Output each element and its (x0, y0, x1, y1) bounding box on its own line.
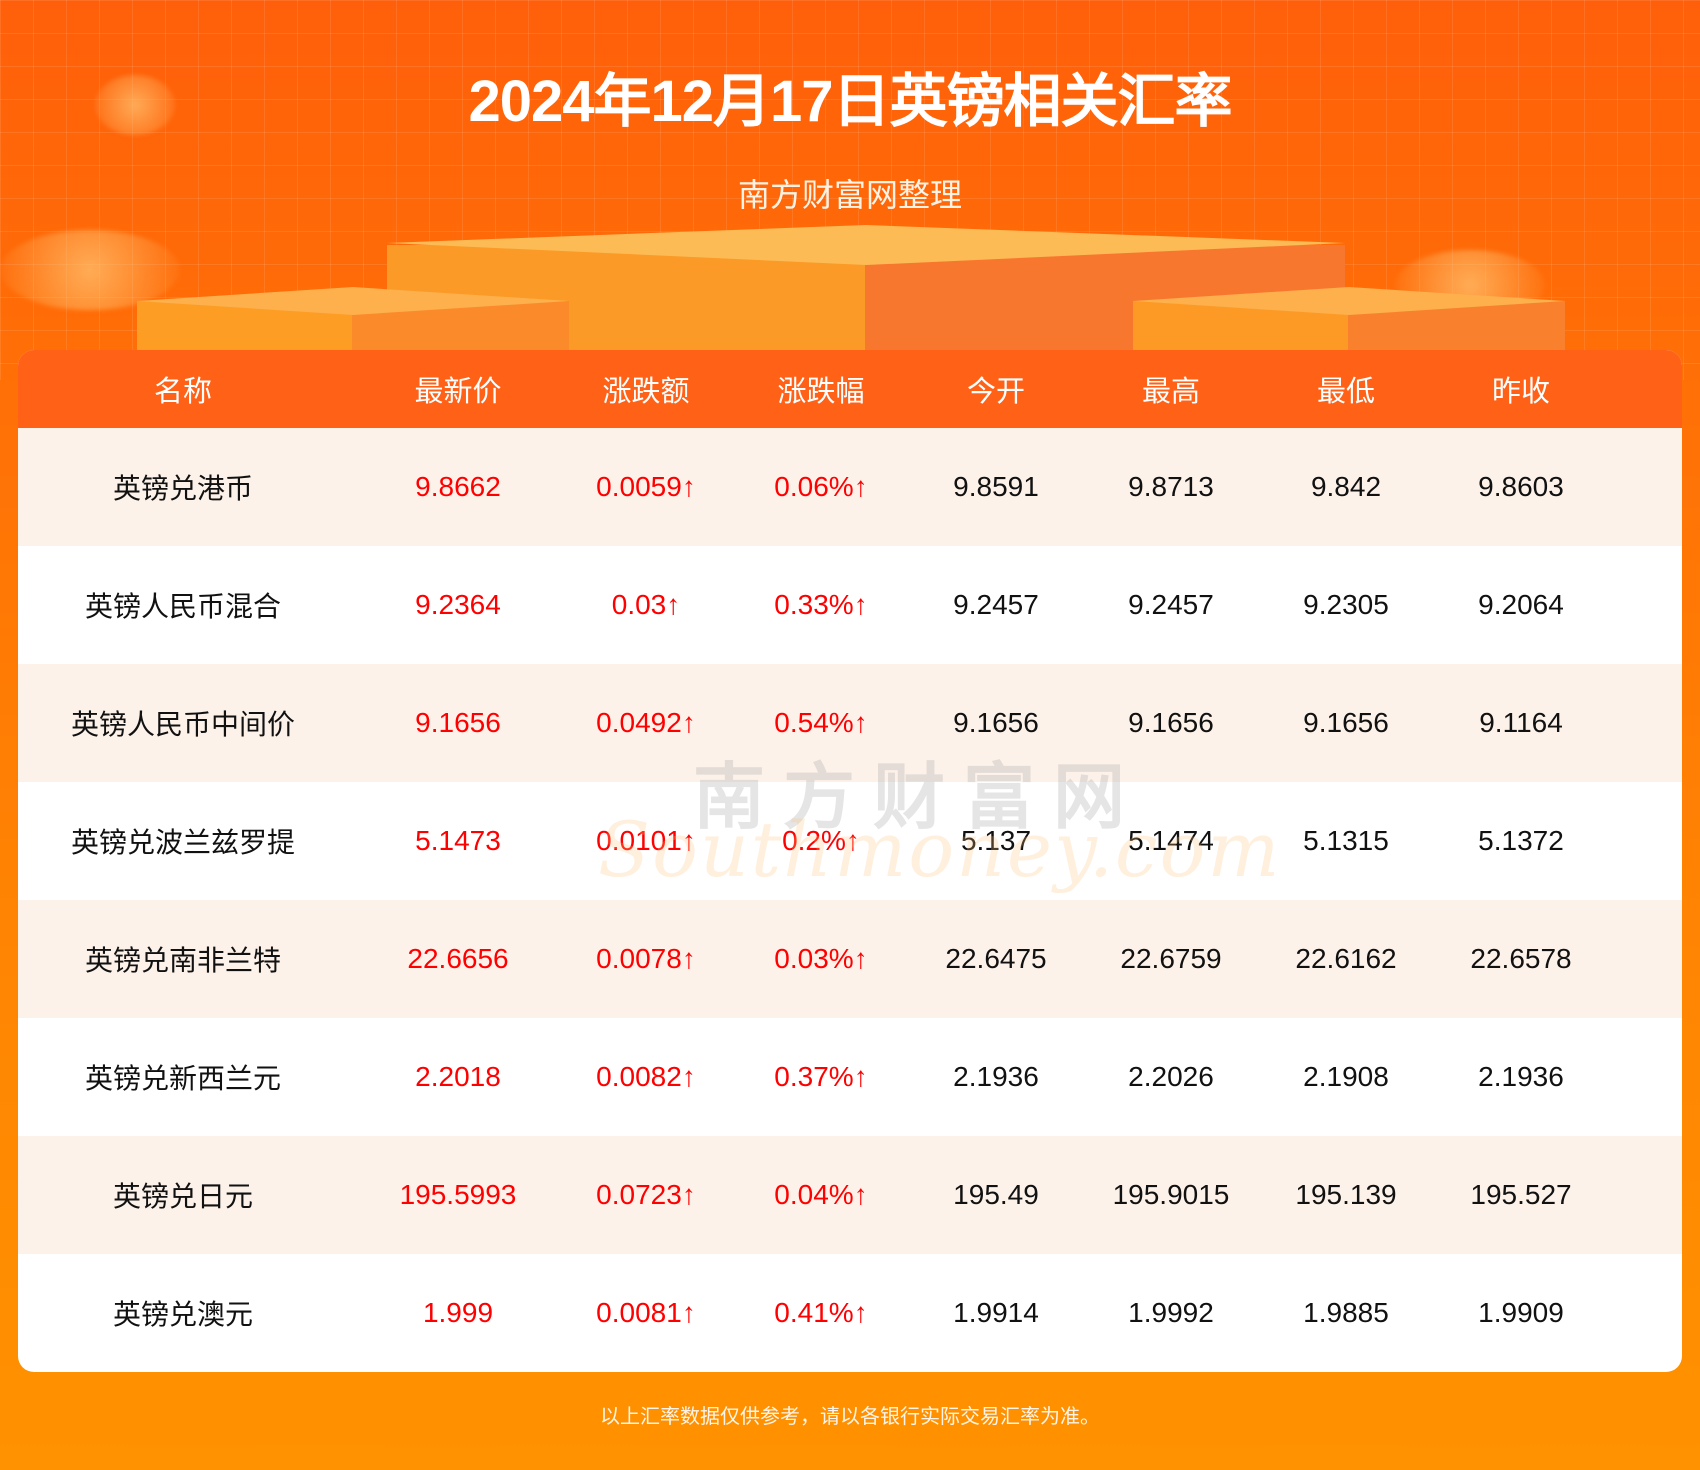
change-percent: 0.06%↑ (774, 471, 868, 502)
open-price: 2.1936 (953, 1061, 1039, 1092)
low-price: 22.6162 (1295, 943, 1397, 974)
currency-name: 英镑人民币中间价 (70, 708, 295, 741)
low-price: 9.842 (1310, 471, 1382, 502)
latest-price: 5.1473 (415, 825, 501, 856)
change-percent: 0.03%↑ (774, 943, 868, 974)
decorative-coin (95, 75, 175, 135)
column-header-high: 最高 (1141, 374, 1200, 408)
column-header-latest: 最新价 (414, 374, 502, 408)
low-price: 2.1908 (1303, 1061, 1389, 1092)
change-percent: 0.04%↑ (774, 1179, 868, 1210)
latest-price: 9.1656 (415, 707, 501, 738)
currency-name: 英镑人民币混合 (84, 590, 281, 623)
low-price: 1.9885 (1303, 1297, 1389, 1328)
column-header-prev-close: 昨收 (1491, 374, 1550, 408)
prev-close: 195.527 (1470, 1179, 1572, 1210)
change-percent: 0.2%↑ (782, 825, 860, 856)
high-price: 22.6759 (1120, 943, 1222, 974)
table-row: 英镑兑新西兰元 2.2018 0.0082↑ 0.37%↑ 2.1936 2.2… (18, 1018, 1682, 1136)
page-subtitle: 南方财富网整理 (737, 176, 962, 214)
open-price: 195.49 (953, 1179, 1039, 1210)
prev-close: 9.2064 (1478, 589, 1564, 620)
change-amount: 0.0723↑ (596, 1179, 696, 1210)
high-price: 2.2026 (1128, 1061, 1214, 1092)
open-price: 1.9914 (953, 1297, 1039, 1328)
open-price: 22.6475 (945, 943, 1047, 974)
table-row: 英镑兑波兰兹罗提 5.1473 0.0101↑ 0.2%↑ 5.137 5.14… (18, 782, 1682, 900)
latest-price: 9.8662 (415, 471, 501, 502)
column-header-change: 涨跌额 (602, 374, 690, 408)
table-row: 英镑兑澳元 1.999 0.0081↑ 0.41%↑ 1.9914 1.9992… (18, 1254, 1682, 1372)
currency-name: 英镑兑新西兰元 (84, 1062, 281, 1095)
column-header-change-pct: 涨跌幅 (777, 374, 865, 408)
open-price: 5.137 (960, 825, 1032, 856)
low-price: 9.1656 (1303, 707, 1389, 738)
high-price: 9.2457 (1128, 589, 1214, 620)
change-amount: 0.0492↑ (596, 707, 696, 738)
high-price: 1.9992 (1128, 1297, 1214, 1328)
currency-name: 英镑兑港币 (112, 472, 253, 505)
prev-close: 2.1936 (1478, 1061, 1564, 1092)
high-price: 195.9015 (1112, 1179, 1230, 1210)
currency-name: 英镑兑波兰兹罗提 (70, 826, 295, 859)
prev-close: 5.1372 (1478, 825, 1564, 856)
open-price: 9.2457 (953, 589, 1039, 620)
low-price: 9.2305 (1303, 589, 1389, 620)
change-amount: 0.0059↑ (596, 471, 696, 502)
change-amount: 0.03↑ (611, 589, 681, 620)
change-percent: 0.37%↑ (774, 1061, 868, 1092)
latest-price: 2.2018 (415, 1061, 501, 1092)
latest-price: 195.5993 (399, 1179, 517, 1210)
table-row: 英镑人民币混合 9.2364 0.03↑ 0.33%↑ 9.2457 9.245… (18, 546, 1682, 664)
table-row: 英镑兑港币 9.8662 0.0059↑ 0.06%↑ 9.8591 9.871… (18, 428, 1682, 546)
latest-price: 22.6656 (407, 943, 509, 974)
column-header-name: 名称 (153, 374, 212, 408)
decorative-podium-right (1133, 287, 1565, 357)
open-price: 9.1656 (953, 707, 1039, 738)
high-price: 9.8713 (1128, 471, 1214, 502)
currency-name: 英镑兑澳元 (112, 1298, 253, 1331)
exchange-rate-table: 名称 最新价 涨跌额 涨跌幅 今开 最高 最低 昨收 英镑兑港币 9.8662 … (18, 350, 1682, 1372)
latest-price: 1.999 (422, 1297, 494, 1328)
table-row: 英镑兑日元 195.5993 0.0723↑ 0.04%↑ 195.49 195… (18, 1136, 1682, 1254)
table-header: 名称 最新价 涨跌额 涨跌幅 今开 最高 最低 昨收 (18, 350, 1682, 428)
currency-name: 英镑兑日元 (112, 1180, 253, 1213)
high-price: 5.1474 (1128, 825, 1214, 856)
prev-close: 9.1164 (1479, 707, 1563, 738)
decorative-podium-left (137, 287, 569, 357)
low-price: 5.1315 (1303, 825, 1389, 856)
change-percent: 0.33%↑ (774, 589, 868, 620)
low-price: 195.139 (1295, 1179, 1397, 1210)
table-row: 英镑人民币中间价 9.1656 0.0492↑ 0.54%↑ 9.1656 9.… (18, 664, 1682, 782)
change-amount: 0.0081↑ (596, 1297, 696, 1328)
change-amount: 0.0078↑ (596, 943, 696, 974)
table-row: 英镑兑南非兰特 22.6656 0.0078↑ 0.03%↑ 22.6475 2… (18, 900, 1682, 1018)
prev-close: 22.6578 (1470, 943, 1572, 974)
column-header-low: 最低 (1316, 374, 1375, 408)
currency-name: 英镑兑南非兰特 (84, 944, 281, 977)
change-percent: 0.41%↑ (774, 1297, 868, 1328)
change-amount: 0.0101↑ (596, 825, 696, 856)
change-amount: 0.0082↑ (596, 1061, 696, 1092)
latest-price: 9.2364 (415, 589, 501, 620)
open-price: 9.8591 (953, 471, 1039, 502)
page-title: 2024年12月17日英镑相关汇率 (468, 69, 1232, 134)
prev-close: 1.9909 (1478, 1297, 1564, 1328)
decorative-coin (0, 230, 180, 310)
change-percent: 0.54%↑ (774, 707, 868, 738)
high-price: 9.1656 (1128, 707, 1214, 738)
prev-close: 9.8603 (1478, 471, 1564, 502)
column-header-open: 今开 (966, 374, 1025, 408)
disclaimer: 以上汇率数据仅供参考，请以各银行实际交易汇率为准。 (600, 1404, 1100, 1428)
